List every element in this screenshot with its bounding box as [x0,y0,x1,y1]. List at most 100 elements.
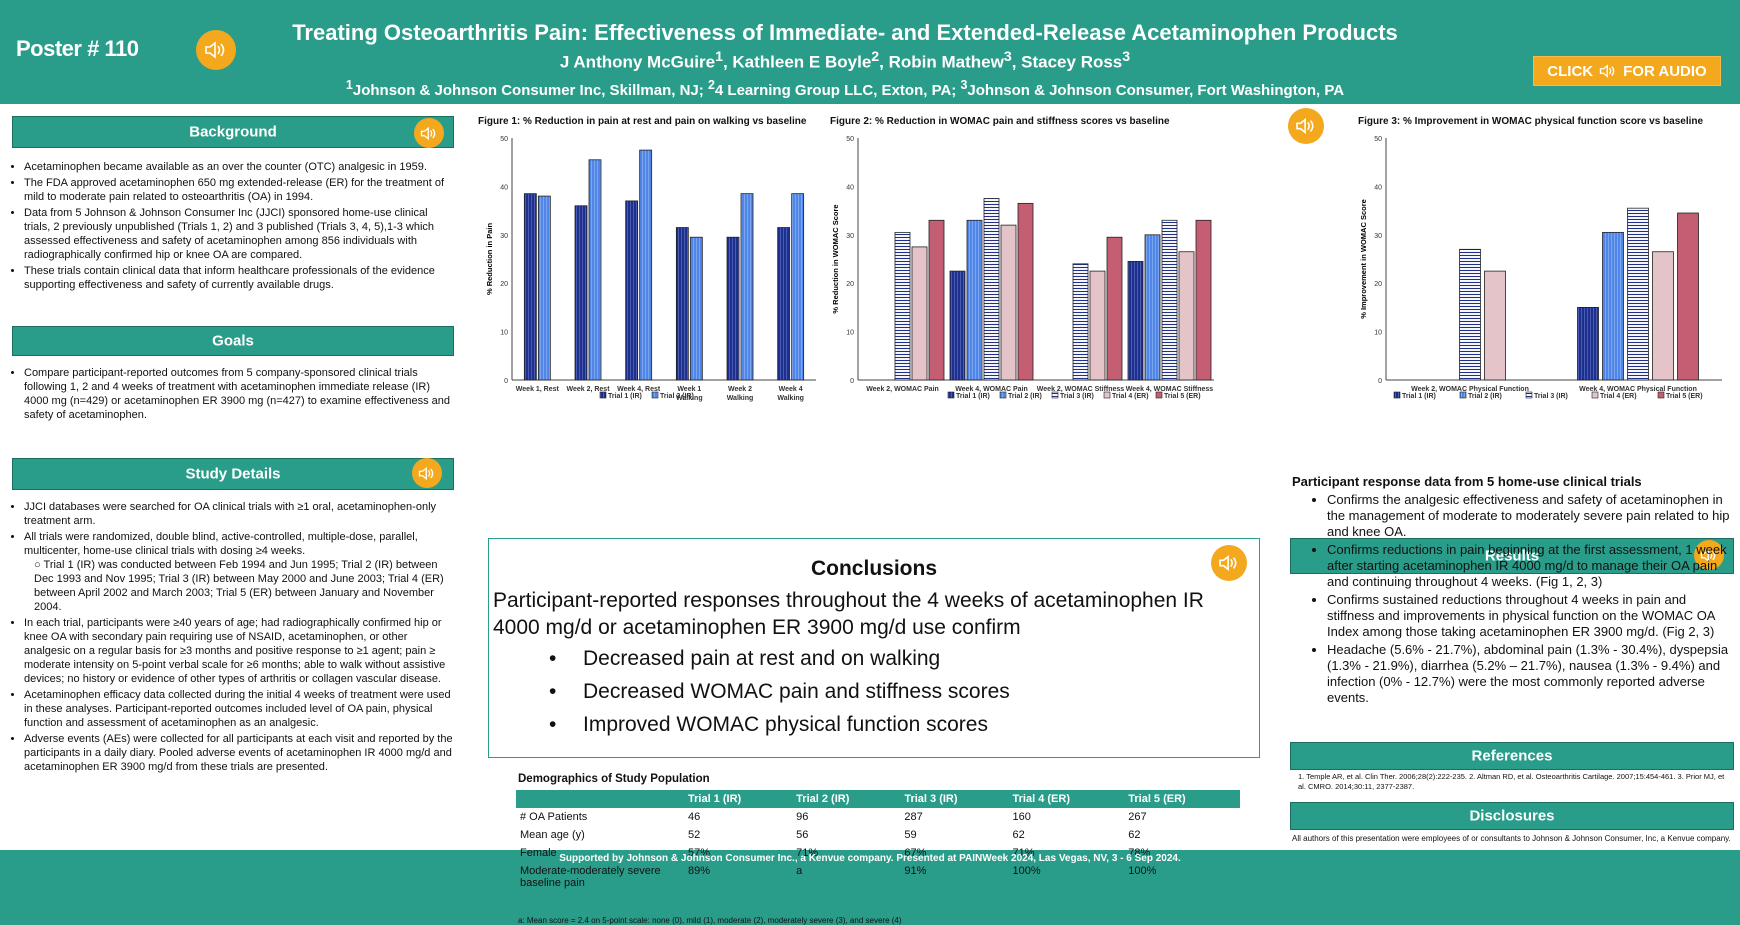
legend-swatch [1591,391,1599,399]
references-heading-label: References [1471,747,1553,765]
bar [1677,212,1699,381]
y-tick-label: 10 [846,330,854,337]
bar [639,149,653,381]
conclusions-body: Participant-reported responses throughou… [493,589,1204,639]
bar [1127,261,1144,381]
table-cell: 52 [688,829,701,841]
background-item: These trials contain clinical data that … [24,264,454,292]
demographics-note: a: Mean score = 2.4 on 5-point scale: no… [518,916,902,925]
y-tick-label: 10 [500,330,508,337]
speaker-icon [1700,548,1716,562]
legend-swatch [599,391,607,399]
table-cell: # OA Patients [520,811,588,823]
legend-label: Trial 2 (IR) [1468,393,1502,400]
y-tick-label: 0 [1378,378,1382,385]
x-tick-label: Week 1, Rest [516,386,560,393]
conclusions-audio-button[interactable] [1211,545,1247,581]
x-tick-label: Week 4, WOMAC Physical Function [1579,386,1697,393]
speaker-icon [418,466,434,480]
figure-1-chart: 0 10 20 30 40 50 % Reduction in Pain Week 1, Re… [485,136,816,402]
poster-header: Poster # 110 Treating Osteoarthritis Pai… [0,0,1740,100]
speaker-icon [1219,555,1237,571]
table-cell: 71% [1012,847,1035,859]
study-detail-item: Adverse events (AEs) were collected for … [24,732,454,774]
table-header-cell: Trial 2 (IR) [792,790,901,808]
table-cell: Mean age (y) [520,829,585,841]
table-cell: 267 [1128,811,1147,823]
results-heading: Results [1290,538,1734,574]
table-cell: 46 [688,811,701,823]
results-item: Confirms the analgesic effectiveness and… [1327,492,1732,540]
bar [1459,248,1481,381]
y-tick-label: 0 [850,378,854,385]
background-audio-button[interactable] [414,118,444,148]
bar [1000,224,1017,381]
legend-label: Trial 2 (IR) [660,393,694,400]
y-tick-label: 10 [1374,330,1382,337]
results-audio-button[interactable] [1694,540,1724,570]
study-details-heading: Study Details [12,458,454,490]
legend-swatch [1103,391,1111,399]
table-cell: 96 [796,811,809,823]
legend-label: Trial 5 (ER) [1164,393,1201,400]
y-axis-label: % Reduction in Pain [485,223,494,296]
bar [675,227,689,381]
legend-label: Trial 5 (ER) [1666,393,1703,400]
study-detail-item: In each trial, participants were ≥40 yea… [24,616,454,686]
x-tick-label: Walking [777,395,804,402]
x-tick-label: Week 2 [728,386,752,393]
speaker-icon [420,126,436,140]
references-heading: References [1290,742,1734,770]
legend-label: Trial 3 (IR) [1060,393,1094,400]
legend-swatch [651,391,659,399]
poster-title: Treating Osteoarthritis Pain: Effectiven… [292,20,1398,45]
bar [537,195,551,381]
conclusion-item: Decreased WOMAC pain and stiffness score… [549,675,1010,708]
y-tick-label: 50 [500,136,508,143]
x-tick-label: Week 4, WOMAC Stiffness [1126,386,1213,393]
bar [523,193,537,381]
table-header-cell [516,790,684,808]
table-cell: Female [520,847,557,859]
click-for-audio-button[interactable]: CLICK FOR AUDIO [1533,56,1721,86]
legend-swatch [1155,391,1163,399]
x-tick-label: Week 2, WOMAC Physical Function [1411,386,1529,393]
table-header-cell: Trial 4 (ER) [1008,790,1125,808]
x-tick-label: Walking [676,395,703,402]
y-tick-label: 30 [1374,233,1382,240]
disclosures-text: All authors of this presentation were em… [1292,834,1731,843]
y-tick-label: 0 [504,378,508,385]
bar [911,246,928,381]
x-tick-label: Week 1 [677,386,701,393]
references-text: 1. Temple AR, et al. Clin Ther. 2006;28(… [1298,772,1725,791]
conclusions-box: Conclusions Participant-reported respons… [488,538,1260,758]
x-tick-label: Week 2, WOMAC Pain [866,386,939,393]
bar [740,193,754,381]
table-cell: 62 [1012,829,1025,841]
legend-swatch [1459,391,1467,399]
legend-label: Trial 1 (IR) [608,393,642,400]
table-row: Female 57% 71% 67% 71% 78% [516,844,1240,862]
bar [983,198,1000,381]
speaker-icon [205,41,225,59]
legend-swatch [1525,391,1533,399]
bar [949,270,966,381]
background-heading: Background [12,116,454,148]
demographics-table: Trial 1 (IR) Trial 2 (IR) Trial 3 (IR) Tria… [516,790,1240,892]
study-details-audio-button[interactable] [412,458,442,488]
for-audio-label: FOR AUDIO [1623,62,1707,80]
table-row: Mean age (y) 52 56 59 62 62 [516,826,1240,844]
results-list: Confirms the analgesic effectiveness and… [1292,492,1732,708]
y-tick-label: 40 [1374,184,1382,191]
table-cell: 71% [796,847,819,859]
figures-audio-button[interactable] [1288,108,1324,144]
background-item: Acetaminophen became available as an ove… [24,160,454,174]
bar [1195,219,1212,381]
study-details-list: JJCI databases were searched for OA clin… [14,500,454,776]
table-cell: 57% [688,847,711,859]
table-cell: 78% [1128,847,1151,859]
header-audio-button[interactable] [196,30,236,70]
bar [1602,231,1624,381]
y-axis-label: % Improvement in WOMAC Score [1359,199,1368,319]
table-row: # OA Patients 46 96 287 160 267 [516,808,1240,826]
